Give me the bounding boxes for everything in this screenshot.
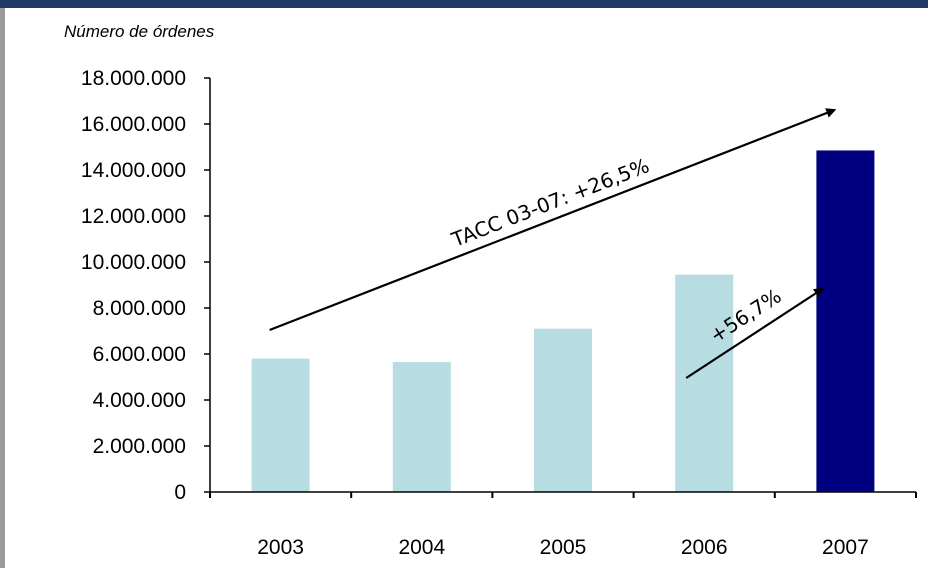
- x-tick-label: 2004: [398, 536, 445, 559]
- y-tick-label: 2.000.000: [93, 435, 186, 458]
- y-tick-label: 14.000.000: [81, 159, 186, 182]
- bar-2004: [393, 362, 451, 492]
- bar-2005: [534, 329, 592, 492]
- x-tick-label: 2006: [681, 536, 728, 559]
- y-tick-label: 10.000.000: [81, 251, 186, 274]
- x-tick-label: 2007: [822, 536, 869, 559]
- y-axis: 0 2.000.000 4.000.000 6.000.000 8.000.000 10.…: [81, 67, 210, 504]
- cagr-annotation-label: TACC 03-07: +26,5%: [447, 153, 652, 252]
- x-tick-label: 2003: [257, 536, 304, 559]
- y-tick-label: 4.000.000: [93, 389, 186, 412]
- y-tick-label: 0: [174, 481, 186, 504]
- y-tick-label: 12.000.000: [81, 205, 186, 228]
- x-axis: 2003 2004 2005 2006 2007: [210, 492, 916, 559]
- x-tick-label: 2005: [540, 536, 587, 559]
- y-tick-label: 18.000.000: [81, 67, 186, 90]
- bar-2006: [675, 275, 733, 492]
- y-tick-label: 6.000.000: [93, 343, 186, 366]
- bar-2007: [816, 150, 874, 492]
- y-tick-label: 16.000.000: [81, 113, 186, 136]
- y-tick-label: 8.000.000: [93, 297, 186, 320]
- bar-2003: [252, 359, 310, 492]
- cagr-annotation-arrow: [270, 110, 835, 330]
